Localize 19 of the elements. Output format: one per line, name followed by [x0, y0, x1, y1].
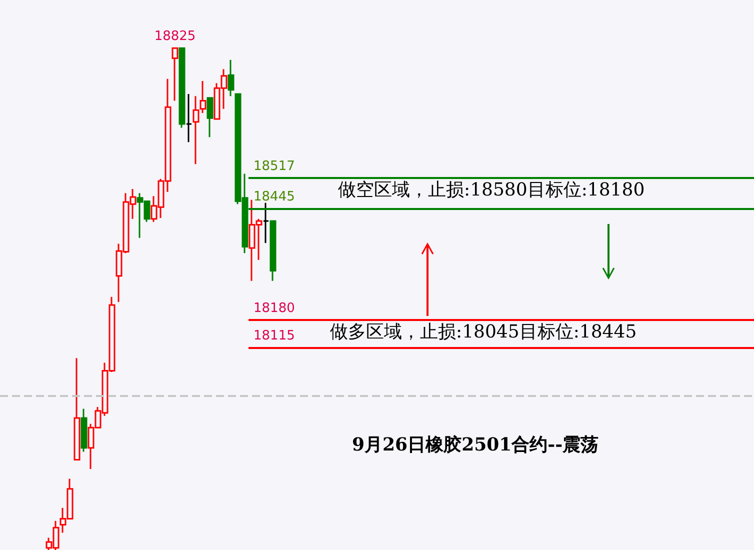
candlestick — [206, 97, 214, 138]
ref-line-label: 18115 — [254, 328, 295, 344]
candlestick — [192, 95, 200, 165]
candlestick — [172, 47, 178, 102]
text: 做空区域，止损:18580目标位:18180 — [338, 180, 645, 200]
candlestick — [178, 47, 186, 129]
candlestick — [74, 357, 80, 460]
text: 做多区域，止损:18045目标位:18445 — [330, 322, 637, 342]
ref-line-label: 18517 — [254, 158, 295, 174]
text: 9月26日橡胶2501合约--震荡 — [352, 434, 599, 456]
candlestick — [262, 202, 270, 244]
candlestick — [200, 80, 206, 114]
candlestick — [228, 59, 234, 97]
ref-line-label: 18180 — [254, 301, 295, 316]
candlestick — [80, 408, 88, 452]
ref-line-label: 18445 — [254, 189, 295, 204]
candlestick — [270, 220, 276, 282]
annotation: 18825 — [154, 29, 196, 44]
candlestick — [186, 93, 192, 143]
